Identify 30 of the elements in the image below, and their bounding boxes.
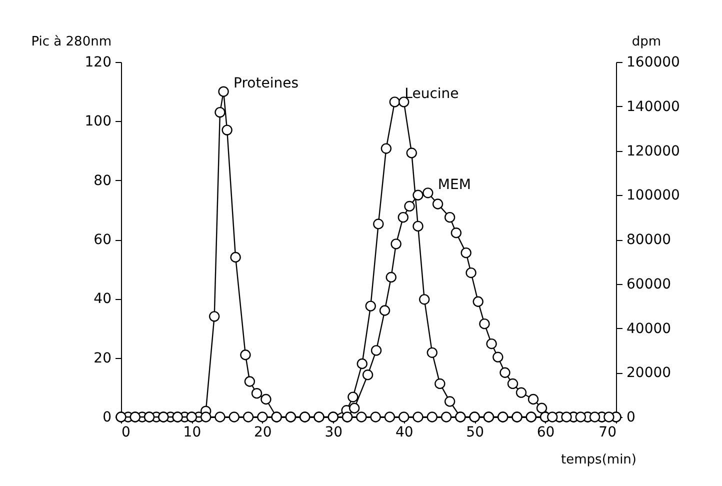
y-tick-label: 120 — [84, 54, 112, 70]
y-tick-label: 100 — [84, 114, 112, 130]
y-tick-label: 0 — [102, 410, 112, 426]
y2-tick-label: 60000 — [626, 276, 672, 292]
y2-tick-label: 40000 — [626, 320, 672, 337]
y2-tick-label: 120000 — [626, 143, 680, 160]
x-tick-label: 10 — [183, 424, 202, 440]
series-label: Proteines — [234, 76, 299, 92]
x-tick-label: 0 — [122, 424, 130, 440]
x-tick-label: 20 — [254, 424, 272, 440]
x-tick-label: 60 — [536, 424, 555, 440]
y2-tick-label: 100000 — [626, 188, 680, 204]
y2-tick-label: 20000 — [626, 365, 672, 382]
y-tick-label: 80 — [94, 172, 112, 189]
y-tick-label: 60 — [94, 232, 112, 248]
y2-tick-label: 0 — [626, 410, 636, 426]
y2-tick-label: 140000 — [626, 98, 680, 115]
x-tick-label: 70 — [598, 424, 616, 440]
y2-tick-label: 160000 — [626, 54, 680, 70]
y-axis-title: Pic à 280nm — [31, 34, 112, 50]
x-tick-label: 50 — [466, 424, 484, 440]
x-tick-label: 30 — [324, 424, 343, 440]
x-tick-label: 40 — [395, 424, 414, 440]
y-tick-label: 40 — [94, 291, 112, 308]
series-label: MEM — [438, 176, 471, 193]
y2-tick-label: 80000 — [626, 232, 672, 248]
series-label: Leucine — [404, 86, 459, 102]
y2-axis-title: dpm — [632, 34, 662, 50]
x-axis-title: temps(min) — [561, 452, 636, 468]
y-tick-label: 20 — [94, 350, 112, 366]
